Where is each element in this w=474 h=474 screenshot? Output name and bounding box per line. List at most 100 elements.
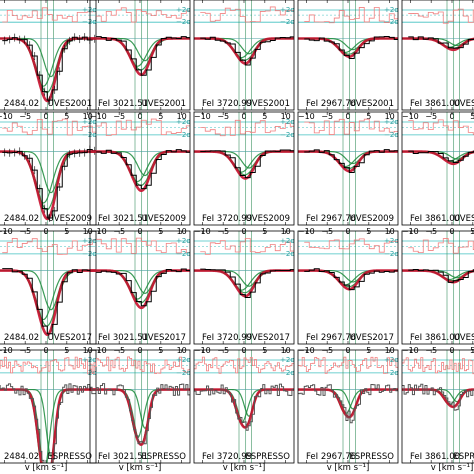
sigma-plus-label: +2σ — [82, 6, 97, 14]
x-tick-label: −5 — [217, 112, 229, 121]
sigma-minus-label: −2σ — [82, 131, 97, 139]
sigma-plus-label: +2σ — [82, 356, 97, 364]
x-tick-label: 10 — [281, 112, 291, 121]
observed-flux-step — [96, 268, 190, 307]
residual-step — [304, 118, 398, 135]
residual-step — [2, 118, 96, 136]
panel-r1-c0: +2σ −2σ 2484.02 UVES2009 −10 −5 0 5 10 — [0, 111, 97, 236]
observed-flux-step — [2, 148, 96, 219]
sigma-plus-label: +2σ — [280, 237, 295, 245]
x-tick-label: −10 — [0, 112, 13, 121]
sigma-plus-label: +2σ — [176, 6, 191, 14]
panel-content: +2σ −2σ 2484.02 UVES2017 — [0, 231, 96, 344]
residual-step — [298, 356, 398, 374]
observed-flux-step — [200, 149, 294, 179]
line-label: 2484.02 — [4, 214, 39, 224]
line-label: FeI 2967.76 — [306, 452, 356, 462]
component-curve-1 — [194, 269, 294, 287]
line-label: FeI 3720.99 — [202, 333, 252, 343]
line-label: 2484.02 — [4, 99, 39, 109]
residual-step — [96, 7, 190, 23]
sigma-plus-label: +2σ — [176, 237, 191, 245]
line-label: FeI 2967.76 — [306, 333, 356, 343]
instrument-label: UVES2001 — [454, 99, 474, 109]
observed-flux-step — [408, 36, 474, 49]
instrument-label: UVES2017 — [48, 333, 92, 343]
panel-frame — [193, 111, 295, 226]
x-tick-label: 10 — [83, 112, 93, 121]
total-model-curve — [90, 388, 190, 447]
component-curve-1 — [90, 269, 190, 294]
residual-step — [408, 8, 474, 24]
sigma-plus-label: +2σ — [384, 118, 399, 126]
line-label: FeI 3861.00 — [410, 214, 460, 224]
total-model-curve — [0, 150, 96, 221]
x-tick-label: 0 — [43, 112, 48, 121]
sigma-plus-label: +2σ — [82, 118, 97, 126]
instrument-label: UVES2001 — [142, 99, 186, 109]
sigma-minus-label: −2σ — [384, 369, 399, 377]
sigma-minus-label: −2σ — [82, 369, 97, 377]
line-label: FeI 3021.51 — [98, 214, 148, 224]
instrument-label: UVES2009 — [454, 214, 474, 224]
instrument-label: UVES2017 — [350, 333, 394, 343]
observed-flux-step — [408, 268, 474, 283]
instrument-label: UVES2009 — [48, 214, 92, 224]
line-label: 2484.02 — [4, 452, 39, 462]
observed-flux-step — [408, 150, 474, 163]
x-tick-label: 5 — [158, 112, 163, 121]
sigma-minus-label: −2σ — [280, 369, 295, 377]
component-curve-1 — [194, 150, 294, 169]
panel-r3-c0: +2σ −2σ 2484.02 ESPRESSO — [0, 349, 97, 464]
sigma-plus-label: +2σ — [176, 356, 191, 364]
x-tick-label: 5 — [262, 112, 267, 121]
observed-flux-step — [200, 36, 294, 66]
x-tick-label: 5 — [64, 112, 69, 121]
line-label: FeI 3720.99 — [202, 99, 252, 109]
sigma-minus-label: −2σ — [176, 250, 191, 258]
observed-flux-step — [2, 268, 96, 335]
x-axis-label: v [km s⁻¹] — [119, 463, 162, 473]
observed-flux-step — [298, 384, 398, 424]
instrument-label: ESPRESSO — [453, 452, 474, 462]
component-curve-0 — [194, 269, 294, 291]
instrument-label: ESPRESSO — [245, 452, 290, 462]
sigma-plus-label: +2σ — [280, 6, 295, 14]
line-label: FeI 3861.00 — [410, 333, 460, 343]
panel-frame — [401, 0, 474, 111]
residual-step — [402, 357, 474, 375]
residual-step — [90, 356, 190, 375]
x-tick-label: −5 — [113, 112, 125, 121]
instrument-label: UVES2001 — [350, 99, 394, 109]
observed-flux-step — [90, 383, 190, 445]
component-curve-1 — [90, 150, 190, 177]
line-label: FeI 3720.99 — [202, 452, 252, 462]
instrument-label: UVES2009 — [246, 214, 290, 224]
instrument-label: UVES2017 — [454, 333, 474, 343]
residual-step — [96, 237, 190, 254]
observed-flux-step — [0, 383, 96, 463]
residual-step — [2, 238, 96, 255]
panel-frame — [297, 230, 399, 345]
component-curve-1 — [194, 37, 294, 55]
x-axis-label: v [km s⁻¹] — [431, 463, 474, 473]
observed-flux-step — [402, 383, 474, 411]
observed-flux-step — [194, 383, 294, 431]
line-label: 2484.02 — [4, 333, 39, 343]
component-curve-0 — [194, 150, 294, 173]
total-model-curve — [298, 37, 398, 58]
sigma-plus-label: +2σ — [280, 118, 295, 126]
sigma-minus-label: −2σ — [82, 18, 97, 26]
line-label: FeI 2967.76 — [306, 99, 356, 109]
